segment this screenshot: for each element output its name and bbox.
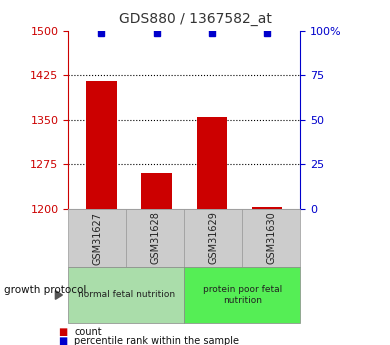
Bar: [86, 81, 117, 209]
Text: ■: ■: [58, 327, 68, 337]
Text: growth protocol: growth protocol: [4, 285, 86, 295]
Bar: [252, 207, 282, 209]
Text: GDS880 / 1367582_at: GDS880 / 1367582_at: [119, 12, 271, 26]
Text: GSM31630: GSM31630: [266, 212, 276, 264]
Text: percentile rank within the sample: percentile rank within the sample: [74, 336, 239, 345]
Text: GSM31627: GSM31627: [92, 211, 102, 265]
Text: count: count: [74, 327, 102, 337]
Text: protein poor fetal
nutrition: protein poor fetal nutrition: [203, 285, 282, 305]
Bar: [142, 173, 172, 209]
Bar: [197, 117, 227, 209]
Text: normal fetal nutrition: normal fetal nutrition: [78, 290, 175, 299]
Text: GSM31629: GSM31629: [208, 211, 218, 265]
Text: ■: ■: [58, 336, 68, 345]
Text: GSM31628: GSM31628: [150, 211, 160, 265]
